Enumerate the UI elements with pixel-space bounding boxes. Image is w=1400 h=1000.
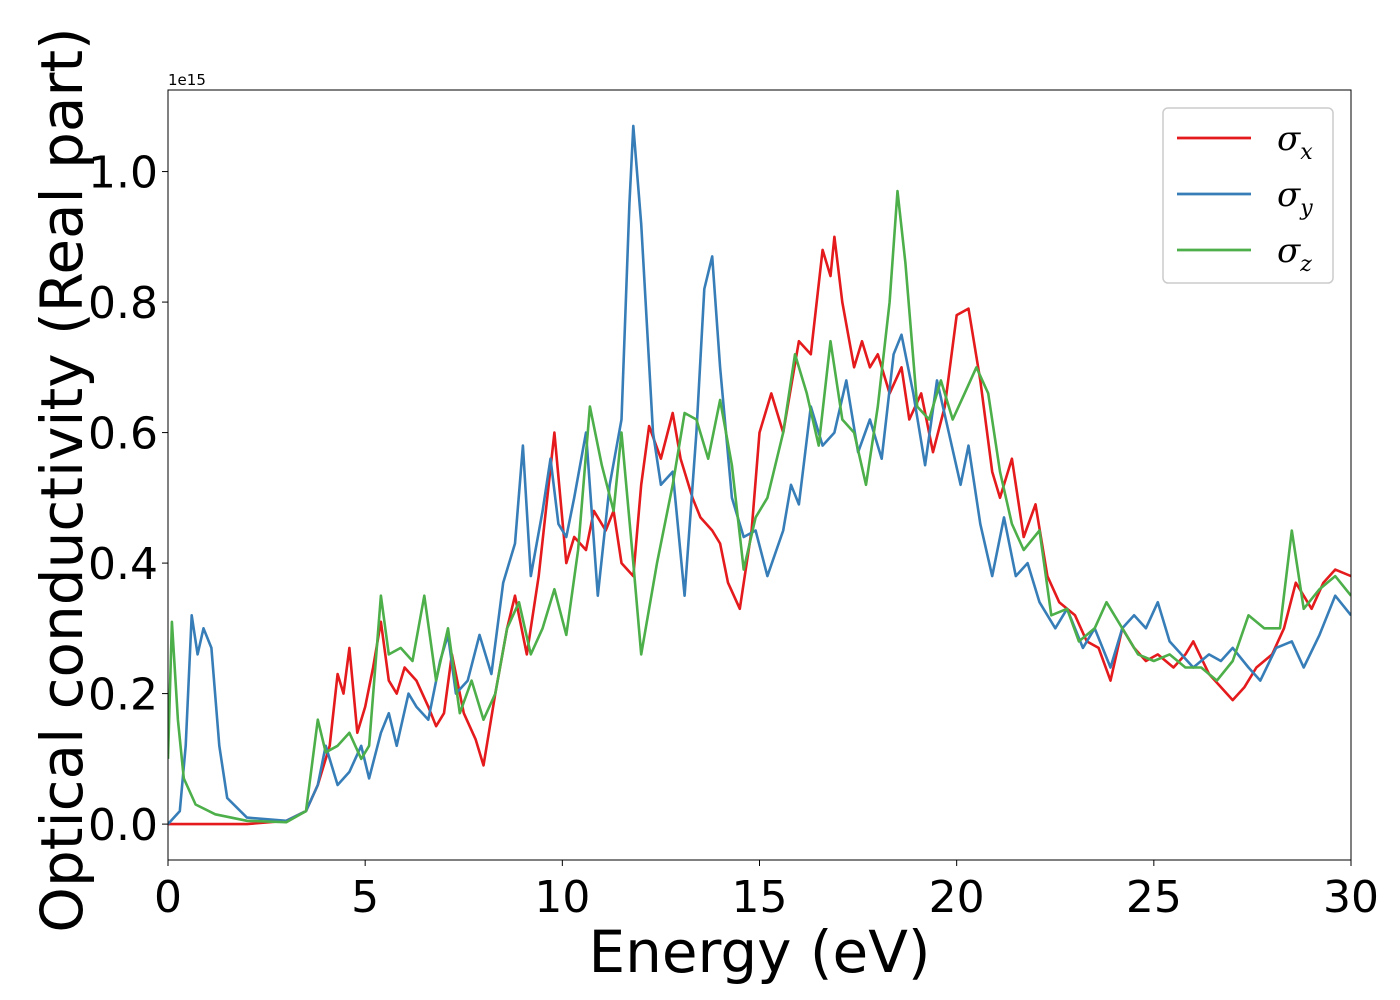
x-tick-label: 0 — [154, 872, 182, 923]
legend-box — [1162, 107, 1334, 284]
x-tick-label: 5 — [351, 872, 379, 923]
x-tick-label: 20 — [929, 872, 985, 923]
y-tick-label: 0.8 — [88, 278, 158, 329]
x-tick-label: 15 — [732, 872, 788, 923]
y-tick-label: 0.0 — [88, 800, 158, 851]
series-line-y — [168, 124, 1351, 825]
y-tick-label: 0.6 — [88, 409, 158, 460]
x-tick-label: 10 — [534, 872, 590, 923]
series-line-z — [168, 189, 1351, 824]
y-tick-label: 1.0 — [88, 148, 158, 199]
x-tick-label: 30 — [1323, 872, 1379, 923]
y-axis: 0.0 0.2 0.4 0.6 0.8 1.0 — [88, 148, 168, 851]
x-tick-label: 25 — [1126, 872, 1182, 923]
x-axis: 0 5 10 15 20 25 30 — [154, 860, 1379, 923]
y-offset-text: 1e15 — [168, 71, 206, 89]
y-tick-label: 0.4 — [88, 539, 158, 590]
x-axis-label: Energy (eV) — [588, 918, 930, 986]
plot-area — [168, 124, 1351, 826]
y-tick-label: 0.2 — [88, 670, 158, 721]
y-axis-label: Optical conductivity (Real part) — [28, 27, 96, 932]
